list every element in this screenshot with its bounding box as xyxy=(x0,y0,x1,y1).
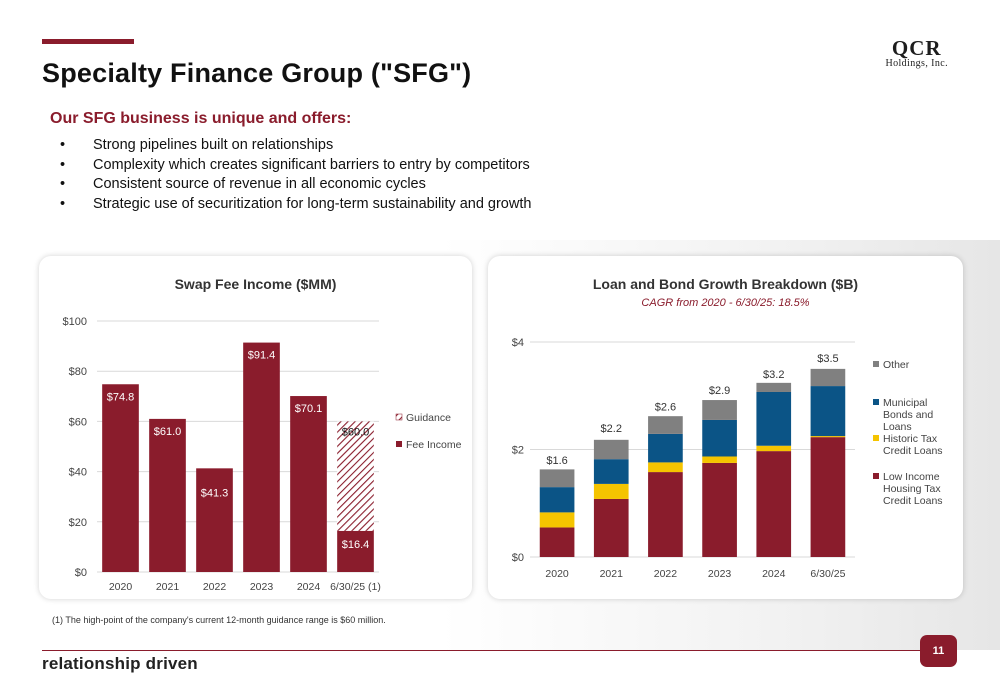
bar-value-label: $74.8 xyxy=(107,391,135,403)
y-tick-label: $0 xyxy=(512,552,524,564)
legend-label-fee-income: Fee Income xyxy=(406,439,462,451)
bar-value-label: $91.4 xyxy=(248,350,276,362)
legend-swatch-guidance xyxy=(395,413,403,421)
bar-total-label: $2.9 xyxy=(709,385,730,397)
bar-value-label: $16.4 xyxy=(342,539,370,551)
guidance-total-label: $60.0 xyxy=(342,426,370,438)
x-tick-label: 2024 xyxy=(297,581,321,593)
bullet-item: Strong pipelines built on relationships xyxy=(60,136,531,156)
stacked-segment-0 xyxy=(648,472,683,557)
legend-swatch xyxy=(873,399,879,405)
swap-fee-chart-title: Swap Fee Income ($MM) xyxy=(174,276,337,292)
logo-sub-text: Holdings, Inc. xyxy=(885,58,948,69)
stacked-segment-2 xyxy=(810,386,846,437)
company-logo: QCR Holdings, Inc. xyxy=(885,36,948,70)
y-tick-label: $4 xyxy=(512,337,524,349)
stacked-segment-1 xyxy=(648,462,683,473)
x-tick-label: 2022 xyxy=(654,568,678,580)
y-tick-label: $0 xyxy=(75,567,87,579)
bar-total-label: $2.2 xyxy=(601,423,622,435)
x-tick-label: 2020 xyxy=(109,581,133,593)
bar-total-label: $2.6 xyxy=(655,401,676,413)
x-tick-label: 2021 xyxy=(600,568,624,580)
stacked-segment-2 xyxy=(756,391,792,446)
legend-label-guidance: Guidance xyxy=(406,412,451,424)
stacked-segment-0 xyxy=(756,451,792,557)
stacked-segment-3 xyxy=(810,368,846,387)
legend-label: Low Income Housing Tax Credit Loans xyxy=(883,471,943,507)
x-tick-label: 2024 xyxy=(762,568,786,580)
stacked-segment-1 xyxy=(593,483,629,499)
stacked-segment-2 xyxy=(593,459,629,484)
stacked-segment-3 xyxy=(539,469,575,488)
footer-brand: relationship driven xyxy=(42,654,198,673)
y-tick-label: $20 xyxy=(69,517,87,529)
footnote: (1) The high-point of the company's curr… xyxy=(52,615,386,625)
stacked-segment-3 xyxy=(702,400,737,420)
bar-total-label: $3.5 xyxy=(817,353,838,365)
y-tick-label: $2 xyxy=(512,445,524,457)
stacked-segment-2 xyxy=(648,433,683,463)
loan-growth-chart-card: Loan and Bond Growth Breakdown ($B) CAGR… xyxy=(488,256,963,599)
x-tick-label: 6/30/25 xyxy=(810,568,845,580)
y-tick-label: $100 xyxy=(63,316,87,328)
bar-total-label: $3.2 xyxy=(763,369,784,381)
y-tick-label: $80 xyxy=(69,366,87,378)
section-subtitle: Our SFG business is unique and offers: xyxy=(50,110,352,127)
page-title: Specialty Finance Group ("SFG") xyxy=(42,58,472,88)
title-accent-bar xyxy=(42,39,134,44)
stacked-segment-1 xyxy=(756,445,792,452)
stacked-segment-0 xyxy=(539,527,575,557)
legend-swatch xyxy=(873,473,879,479)
swap-fee-chart-card: Swap Fee Income ($MM) $0 $20 $40 $60 $80 $100… xyxy=(39,256,472,599)
x-tick-label: 2021 xyxy=(156,581,180,593)
guidance-bar xyxy=(337,421,374,531)
loan-growth-chart-title: Loan and Bond Growth Breakdown ($B) xyxy=(592,276,859,292)
bullet-list: Strong pipelines built on relationships … xyxy=(60,136,531,214)
x-tick-label: 6/30/25 (1) xyxy=(330,581,381,593)
stacked-segment-1 xyxy=(539,512,575,528)
loan-growth-chart-subtitle: CAGR from 2020 - 6/30/25: 18.5% xyxy=(641,297,810,309)
legend-swatch xyxy=(873,435,879,441)
x-tick-label: 2023 xyxy=(708,568,732,580)
stacked-segment-2 xyxy=(539,487,575,513)
y-tick-label: $60 xyxy=(69,416,87,428)
stacked-segment-0 xyxy=(810,437,846,557)
bar-value-label: $41.3 xyxy=(201,487,229,499)
stacked-segment-0 xyxy=(593,498,629,557)
stacked-segment-1 xyxy=(810,436,846,438)
stacked-segment-3 xyxy=(648,416,683,434)
x-tick-label: 2022 xyxy=(203,581,227,593)
bar-value-label: $70.1 xyxy=(295,403,323,415)
swap-fee-chart: $0 $20 $40 $60 $80 $100 $74.8 2020 $61.0 2021 $41.… xyxy=(63,316,462,593)
logo-main-text: QCR xyxy=(891,36,942,60)
x-tick-label: 2020 xyxy=(545,568,569,580)
bullet-item: Complexity which creates significant bar… xyxy=(60,156,531,176)
fee-income-bar xyxy=(196,468,233,572)
stacked-segment-0 xyxy=(702,462,737,557)
fee-income-bar xyxy=(102,384,139,572)
page-number-badge: 11 xyxy=(920,635,957,667)
bullet-item: Strategic use of securitization for long… xyxy=(60,195,531,215)
fee-income-bar xyxy=(290,396,327,572)
fee-income-bar xyxy=(337,530,374,572)
legend-swatch-fee-income xyxy=(396,441,402,447)
legend-label: Other xyxy=(883,359,910,371)
bar-value-label: $61.0 xyxy=(154,426,182,438)
fee-income-bar xyxy=(149,418,186,572)
stacked-segment-1 xyxy=(702,456,737,463)
legend-swatch xyxy=(873,361,879,367)
footer-divider xyxy=(42,650,920,651)
x-tick-label: 2023 xyxy=(250,581,274,593)
bar-total-label: $1.6 xyxy=(546,455,567,467)
legend-label: Municipal Bonds and Loans xyxy=(883,397,933,433)
stacked-segment-2 xyxy=(702,419,737,457)
y-tick-label: $40 xyxy=(69,467,87,479)
legend-label: Historic Tax Credit Loans xyxy=(883,433,943,457)
loan-growth-chart: $0 $2 $4 $1.6 2020 $2.2 2021 $2.6 2022 $2.9 2023 $3… xyxy=(512,337,943,580)
stacked-segment-3 xyxy=(756,382,792,392)
fee-income-bar xyxy=(243,342,280,572)
bullet-item: Consistent source of revenue in all econ… xyxy=(60,175,531,195)
stacked-segment-3 xyxy=(593,439,629,460)
